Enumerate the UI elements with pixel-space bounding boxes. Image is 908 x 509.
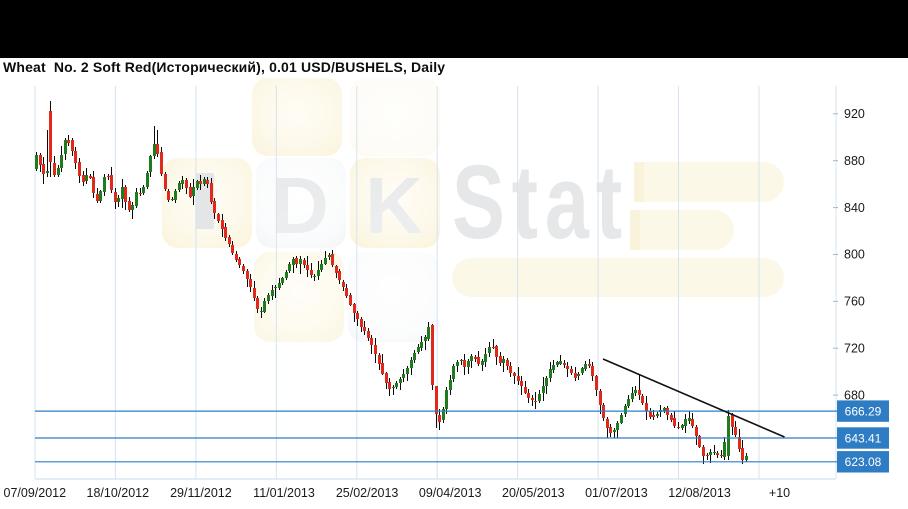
svg-text:12/08/2013: 12/08/2013 <box>668 486 731 500</box>
svg-text:800: 800 <box>844 248 865 262</box>
svg-text:760: 760 <box>844 295 865 309</box>
svg-text:+10: +10 <box>769 486 790 500</box>
svg-text:643.41: 643.41 <box>845 431 882 445</box>
svg-text:720: 720 <box>844 341 865 355</box>
svg-text:Stat: Stat <box>452 143 629 260</box>
svg-text:18/10/2012: 18/10/2012 <box>87 486 150 500</box>
svg-text:880: 880 <box>844 154 865 168</box>
svg-text:25/02/2013: 25/02/2013 <box>336 486 399 500</box>
svg-text:11/01/2013: 11/01/2013 <box>253 486 315 500</box>
svg-text:920: 920 <box>844 107 865 121</box>
svg-text:666.29: 666.29 <box>845 405 882 419</box>
svg-text:01/07/2013: 01/07/2013 <box>585 486 648 500</box>
svg-text:20/05/2013: 20/05/2013 <box>502 486 565 500</box>
svg-text:K: K <box>365 161 423 250</box>
svg-text:07/09/2012: 07/09/2012 <box>4 486 67 500</box>
svg-text:680: 680 <box>844 388 865 402</box>
svg-text:840: 840 <box>844 201 865 215</box>
svg-text:29/11/2012: 29/11/2012 <box>170 486 232 500</box>
svg-text:D: D <box>271 161 329 250</box>
svg-text:09/04/2013: 09/04/2013 <box>419 486 482 500</box>
svg-text:623.08: 623.08 <box>845 455 882 469</box>
